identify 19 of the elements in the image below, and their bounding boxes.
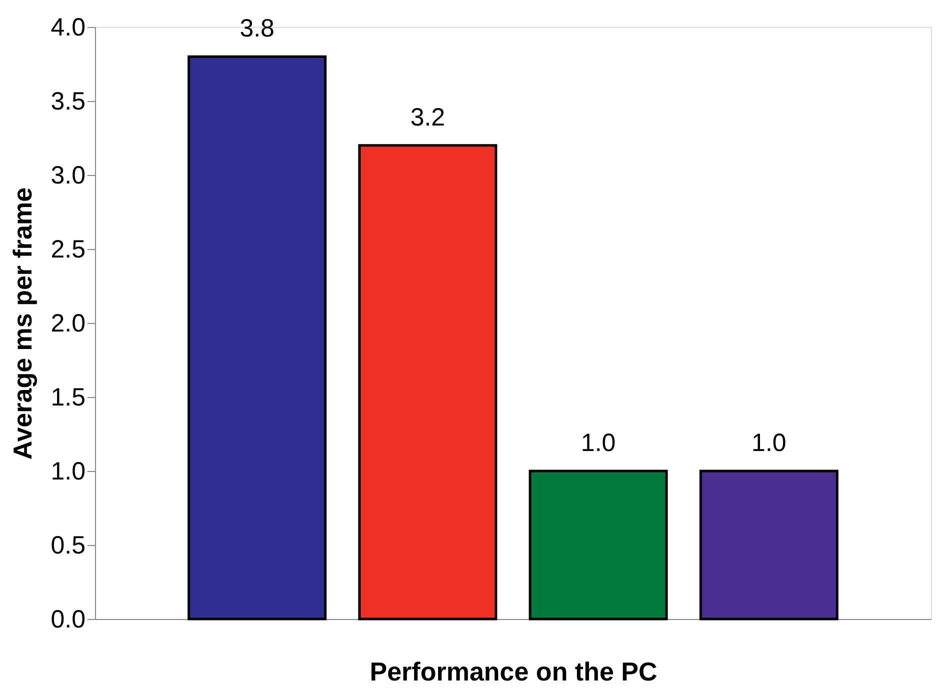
- y-tick-label: 1.0: [50, 458, 86, 486]
- data-label: 1.0: [752, 429, 786, 457]
- bar: [699, 470, 838, 620]
- data-label: 3.2: [410, 103, 446, 132]
- y-tick-label: 2.5: [50, 236, 86, 264]
- y-tick-label: 3.5: [50, 88, 86, 116]
- data-label: 1.0: [580, 429, 616, 457]
- bar: [528, 470, 668, 620]
- data-label: 3.8: [240, 14, 274, 43]
- y-axis-title: Average ms per frame: [8, 187, 38, 460]
- bar: [188, 55, 327, 620]
- y-tick-label: 4.0: [50, 14, 86, 42]
- y-tick-label: 2.0: [50, 310, 86, 338]
- y-tick-label: 1.5: [50, 384, 86, 412]
- bar: [358, 144, 498, 620]
- y-tick-label: 0.5: [50, 532, 86, 560]
- y-tick-label: 3.0: [50, 162, 86, 190]
- x-axis-title: Performance on the PC: [370, 656, 658, 686]
- y-tick-label: 0.0: [50, 606, 86, 634]
